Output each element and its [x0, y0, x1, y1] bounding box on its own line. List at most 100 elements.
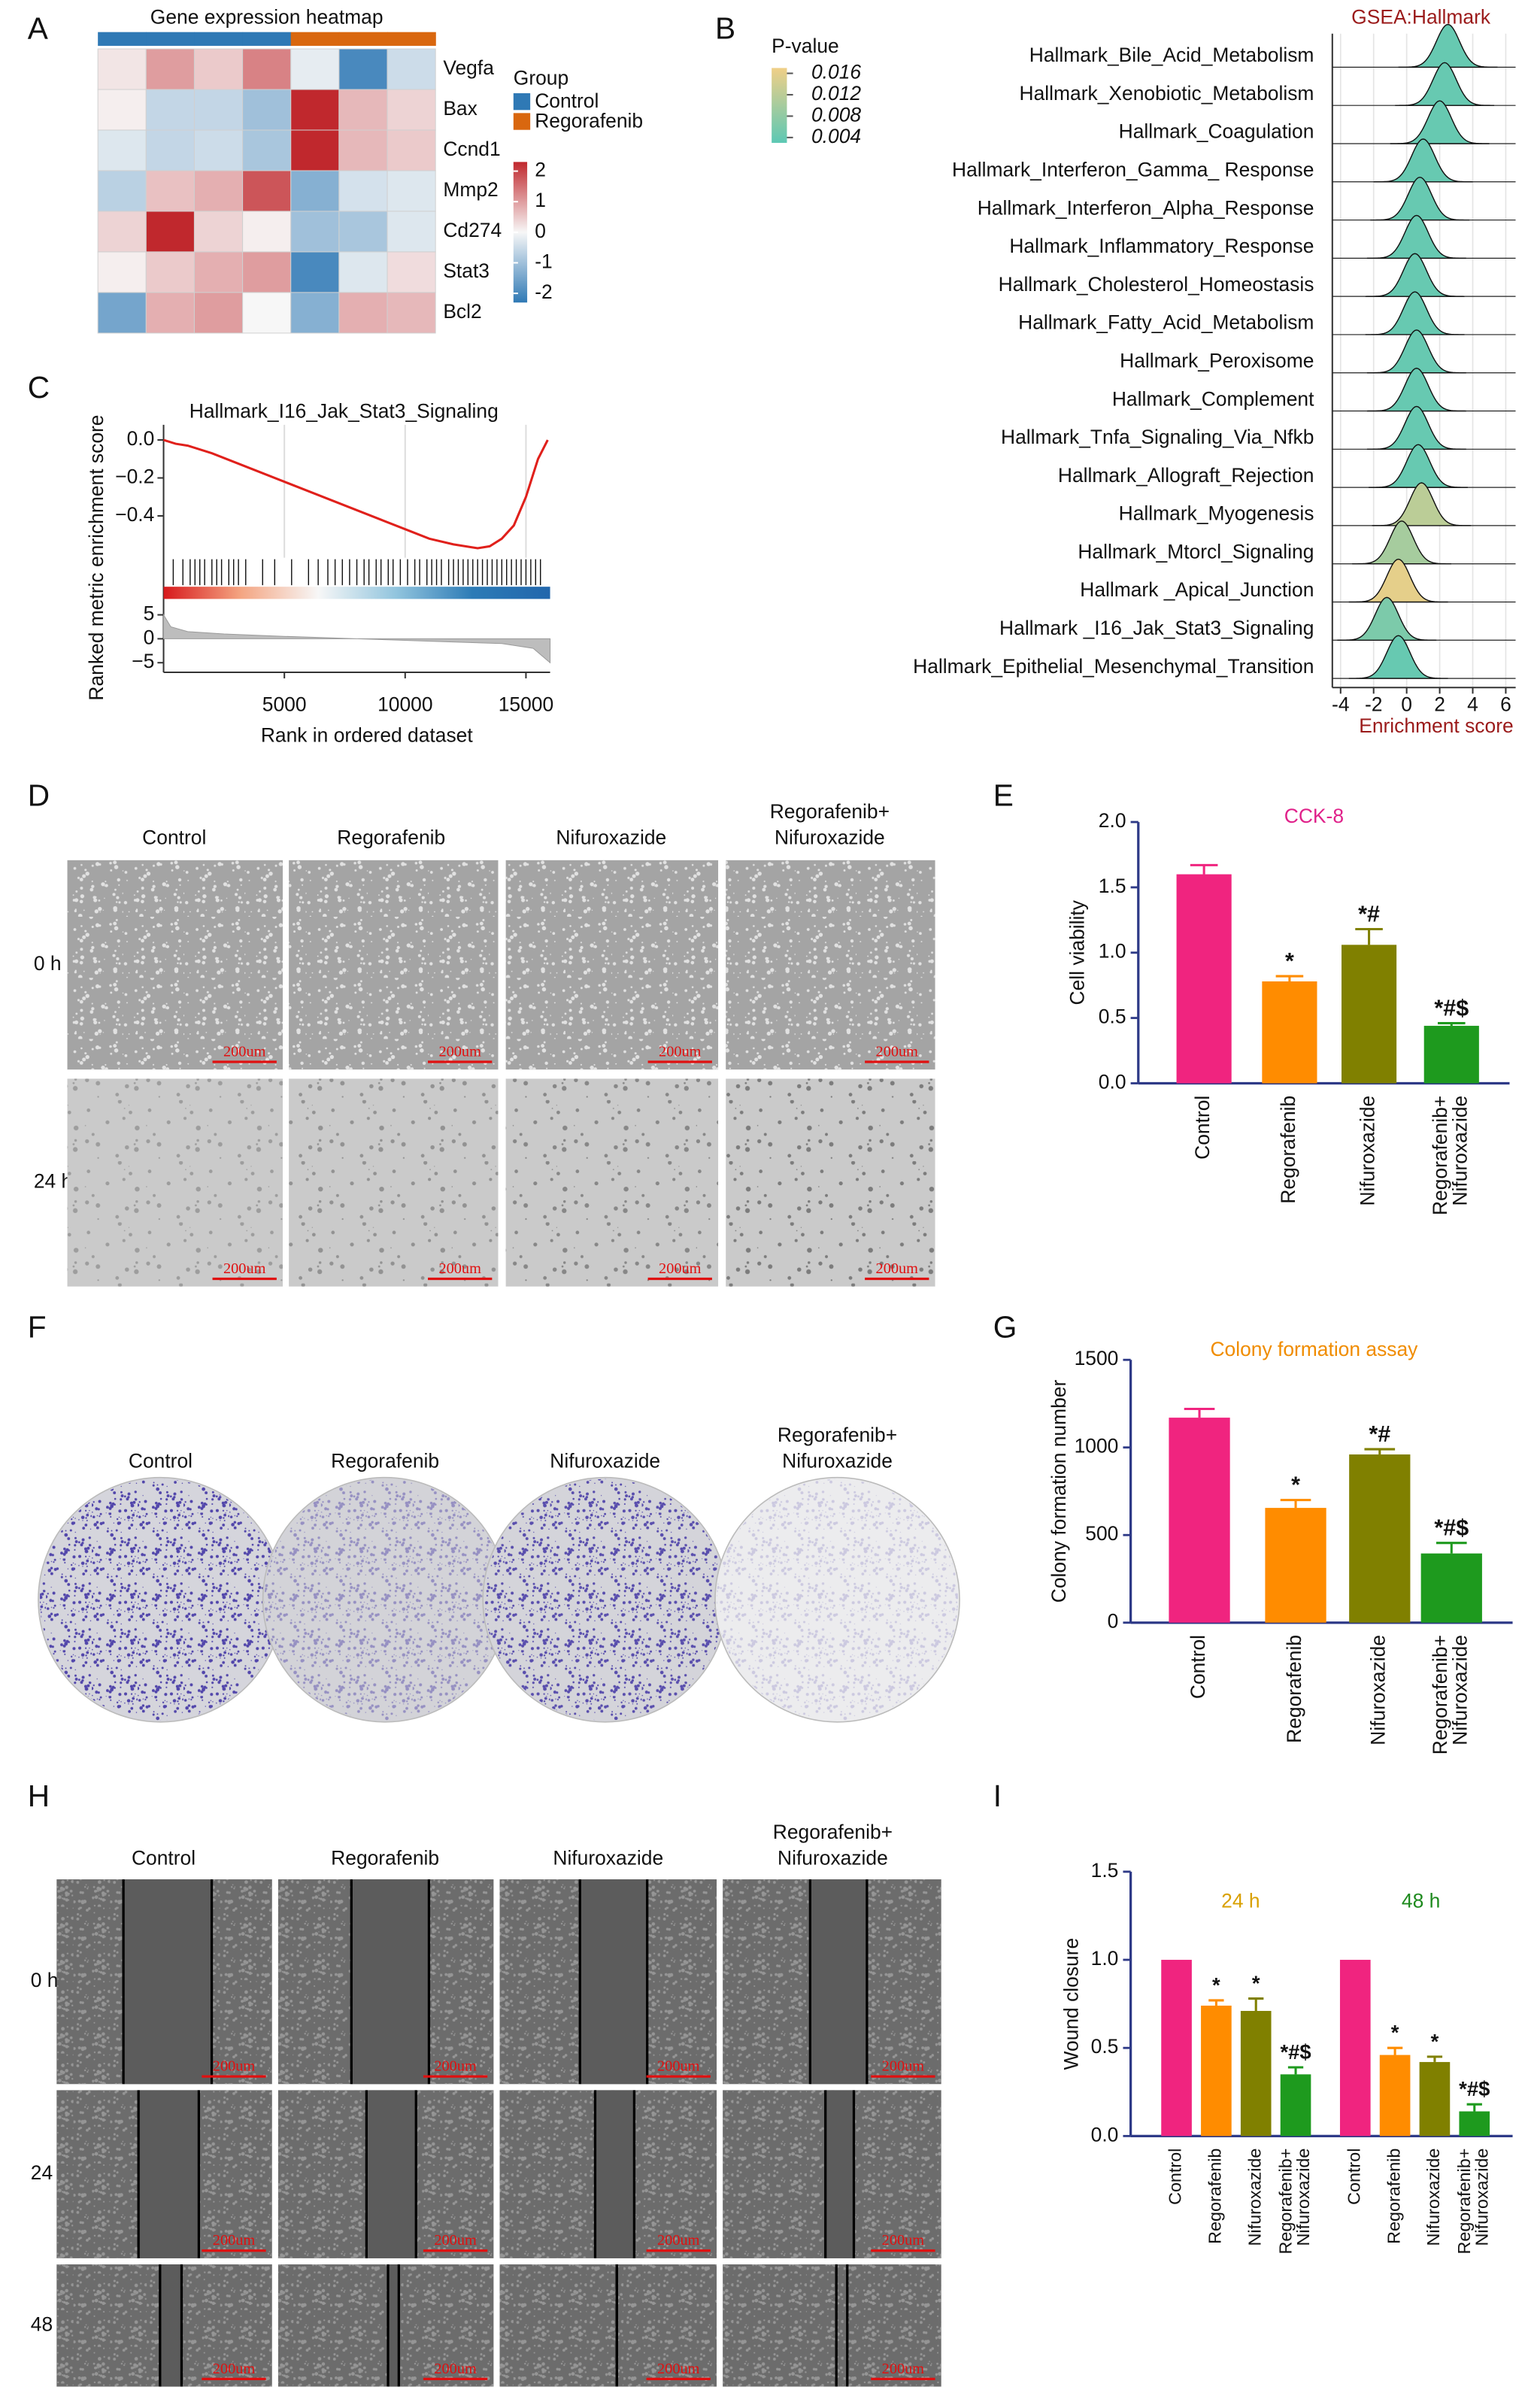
heatmap-cell — [193, 251, 244, 293]
column-label: Nifuroxazide — [556, 826, 666, 848]
column-label: Regorafenib+ — [773, 1821, 893, 1843]
category-label: Hallmark_Myogenesis — [1119, 502, 1314, 525]
x-tick-label: Regorafenib — [1283, 1635, 1305, 1743]
bar — [1341, 945, 1397, 1084]
scale-bar-label: 200um — [434, 2058, 477, 2075]
heatmap-cell — [97, 170, 147, 212]
scale-bar-label: 200um — [659, 1260, 702, 1277]
panel-letter: E — [993, 778, 1014, 812]
category-label: Hallmark_Interferon_Alpha_Response — [978, 196, 1314, 219]
category-label: Hallmark_Fatty_Acid_Metabolism — [1018, 311, 1314, 334]
y-tick-label: 0.0 — [127, 427, 155, 450]
y-tick-label: 1500 — [1075, 1347, 1119, 1369]
y-tick-label: 0 — [144, 626, 155, 648]
colorbar-label: 0 — [535, 220, 546, 242]
heatmap-cell — [242, 170, 292, 212]
scratch — [351, 1879, 429, 2085]
x-tick-label: 10000 — [377, 693, 432, 716]
heatmap-cell — [145, 48, 195, 90]
micrograph-texture — [499, 2264, 717, 2387]
significance: * — [1285, 948, 1294, 974]
legend-title: P-value — [772, 35, 839, 57]
bar — [1176, 874, 1232, 1084]
heatmap-cell — [193, 89, 244, 131]
bar — [1280, 2074, 1311, 2137]
y-axis-label: Colony formation number — [1047, 1380, 1070, 1603]
bar — [1265, 1508, 1326, 1623]
error-bar — [1208, 1999, 1224, 2006]
x-tick-label: Regorafenib+ — [1454, 2149, 1474, 2255]
ridge — [1390, 100, 1490, 144]
column-label: Control — [129, 1449, 193, 1472]
bar — [1161, 1960, 1192, 2137]
heatmap-cell — [290, 129, 340, 171]
chart-title: GSEA:Hallmark — [1351, 5, 1491, 28]
colorbar-label: 2 — [535, 159, 546, 181]
heatmap-cell — [145, 251, 195, 293]
panel-letter: F — [28, 1309, 47, 1344]
scale-bar-label: 200um — [223, 1044, 266, 1060]
ridge — [1369, 444, 1468, 488]
category-label: Hallmark_Epithelial_Mesenchymal_Transiti… — [913, 655, 1314, 678]
x-tick-label: 15000 — [499, 693, 553, 716]
heatmap-cell — [97, 211, 147, 253]
ridge — [1365, 291, 1465, 335]
category-label: Hallmark_Cholesterol_Homeostasis — [999, 273, 1314, 296]
heatmap-cell — [97, 251, 147, 293]
category-label: Hallmark_Allograft_Rejection — [1058, 464, 1314, 487]
heatmap-cell — [290, 211, 340, 253]
y-tick-label: 0.5 — [1091, 2035, 1119, 2058]
scale-bar-label: 200um — [882, 2058, 925, 2075]
x-tick-label: -4 — [1332, 693, 1349, 716]
ridge — [1366, 367, 1466, 412]
colorbar-label: 0.012 — [811, 82, 861, 105]
x-tick-label: Nifuroxazide — [1448, 1635, 1471, 1745]
scratch — [595, 2090, 635, 2258]
colorbar — [772, 68, 787, 143]
x-tick-label: Nifuroxazide — [1472, 2149, 1492, 2246]
significance: * — [1212, 1973, 1220, 1997]
heatmap-cell — [193, 211, 244, 253]
panel-letter: D — [28, 778, 50, 812]
heatmap-cell — [145, 89, 195, 131]
row-label: Mmp2 — [443, 178, 498, 201]
x-tick-label: Nifuroxazide — [1357, 1096, 1379, 1206]
column-label: Control — [132, 1847, 196, 1870]
heatmap-cell — [387, 292, 436, 334]
panel-letter: H — [28, 1779, 50, 1813]
micrograph-texture — [67, 1078, 283, 1287]
panel-letter: C — [28, 370, 50, 405]
y-tick-label: 2.0 — [1099, 809, 1126, 832]
heatmap-cell — [97, 89, 147, 131]
error-bar — [1248, 1997, 1264, 2011]
heatmap-cell — [338, 129, 388, 171]
heatmap-cell — [338, 211, 388, 253]
scratch — [388, 2264, 399, 2387]
scale-bar-label: 200um — [213, 2058, 256, 2075]
x-tick-label: Regorafenib — [1277, 1096, 1299, 1204]
heatmap-cell — [387, 129, 436, 171]
group-title: 24 h — [1221, 1889, 1260, 1912]
ridge — [1398, 23, 1498, 68]
ridge — [1348, 558, 1448, 603]
y-tick-label: 0.0 — [1091, 2123, 1119, 2146]
category-label: Hallmark_Coagulation — [1119, 120, 1314, 143]
category-label: Hallmark_Tnfa_Signaling_Via_Nfkb — [1001, 426, 1314, 448]
significance: *#$ — [1459, 2077, 1490, 2100]
ridge — [1348, 635, 1448, 679]
panel-letter: B — [715, 11, 735, 45]
scale-bar-label: 200um — [657, 2232, 700, 2249]
group-bar — [242, 32, 292, 46]
column-label: Regorafenib+ — [778, 1424, 897, 1446]
colonies — [484, 1478, 726, 1721]
scale-bar-label: 200um — [223, 1260, 266, 1277]
error-bar — [1287, 2066, 1304, 2075]
category-label: Hallmark_Bile_Acid_Metabolism — [1029, 44, 1314, 66]
error-bar — [1275, 975, 1304, 981]
row-label: Bax — [443, 97, 478, 120]
heatmap-cell — [290, 292, 340, 334]
error-bar — [1436, 1542, 1467, 1554]
colorbar — [513, 162, 528, 303]
x-tick-label: 5000 — [262, 693, 307, 716]
scratch — [138, 2090, 199, 2258]
